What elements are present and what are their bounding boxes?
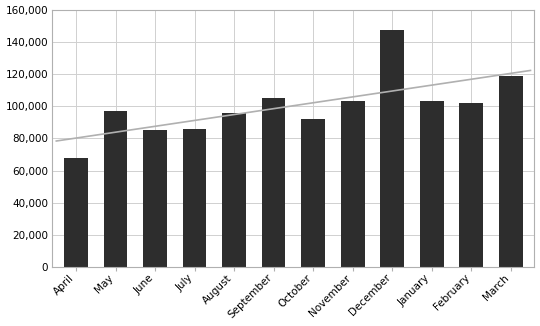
Bar (104, 111, 127, 267)
Bar (301, 119, 325, 267)
Bar (460, 103, 483, 267)
Bar (222, 112, 246, 267)
Bar (143, 130, 167, 267)
Bar (499, 76, 523, 267)
Bar (183, 129, 206, 267)
Bar (341, 101, 364, 267)
Bar (380, 30, 404, 267)
Bar (64, 158, 88, 267)
Bar (262, 98, 286, 267)
Bar (420, 101, 443, 267)
